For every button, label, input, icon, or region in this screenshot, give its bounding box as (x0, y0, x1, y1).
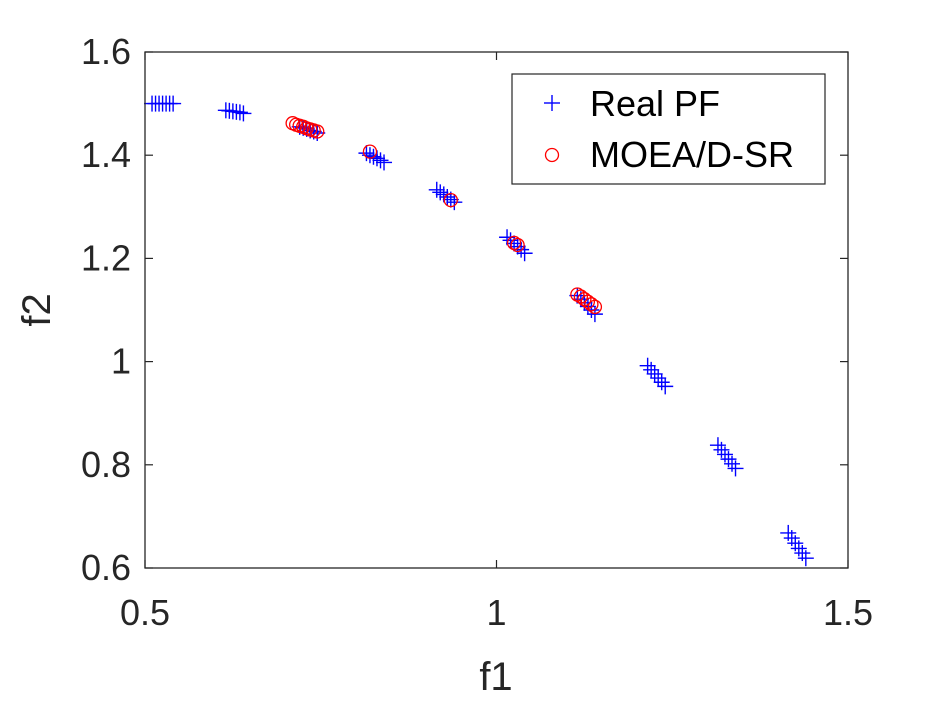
legend-plus-icon (544, 95, 560, 111)
moead-sr-point (506, 235, 522, 251)
real-pf-point (358, 145, 375, 162)
y-tick-label: 0.6 (81, 547, 131, 588)
real-pf-point (657, 378, 674, 395)
legend-label-moead-sr: MOEA/D-SR (590, 134, 794, 175)
real-pf-point (506, 235, 523, 252)
moead-sr-point (362, 144, 378, 159)
real-pf-point (650, 370, 667, 387)
axis-ticks: 0.5 1 1.5 0.6 0.8 1 1.2 1.4 1.6 (81, 31, 873, 633)
real-pf-point (797, 550, 814, 567)
moead-sr-point (510, 237, 525, 253)
x-tick-label: 1 (486, 592, 506, 633)
real-pf-point (727, 460, 744, 477)
x-axis-label: f1 (479, 655, 512, 699)
y-tick-label: 1.4 (81, 134, 131, 175)
real-pf-point (653, 374, 670, 391)
y-tick-label: 1.2 (81, 237, 131, 278)
moead-sr-point (577, 292, 592, 307)
real-pf-point (231, 104, 248, 121)
real-pf-point (442, 191, 459, 208)
real-pf-point (586, 306, 603, 323)
real-pf-point (639, 357, 656, 374)
y-axis-label: f2 (15, 293, 59, 326)
x-tick-label: 0.5 (120, 592, 170, 633)
moead-sr-point (584, 297, 599, 312)
y-tick-label: 1 (111, 341, 131, 382)
real-pf-point (516, 245, 533, 262)
moead-sr-point (310, 124, 325, 139)
y-tick-label: 1.6 (81, 31, 131, 72)
moead-sr-point (443, 192, 458, 208)
x-tick-label: 1.5 (823, 592, 873, 633)
moead-sr-point (570, 287, 585, 302)
legend-box (511, 73, 826, 185)
real-pf-point (446, 194, 463, 211)
moead-sr-point (580, 294, 596, 309)
data-points (144, 95, 814, 567)
legend-circle-icon (544, 147, 560, 163)
legend-marker-real-pf (544, 95, 560, 111)
real-pf-point (583, 302, 600, 318)
real-pf-point (643, 361, 660, 378)
real-pf-point (646, 365, 663, 382)
moead-sr-point (587, 299, 603, 315)
real-pf-point (372, 152, 389, 169)
real-pf-point (376, 154, 393, 171)
moead-sr-point (573, 289, 589, 304)
legend-marker-moead-sr (544, 147, 560, 163)
real-pf-point (235, 105, 252, 122)
real-pf-point (165, 95, 182, 112)
plot-frame (144, 51, 849, 569)
legend-label-real-pf: Real PF (590, 83, 720, 124)
legend: Real PF MOEA/D-SR (511, 73, 826, 185)
y-tick-label: 0.8 (81, 444, 131, 485)
